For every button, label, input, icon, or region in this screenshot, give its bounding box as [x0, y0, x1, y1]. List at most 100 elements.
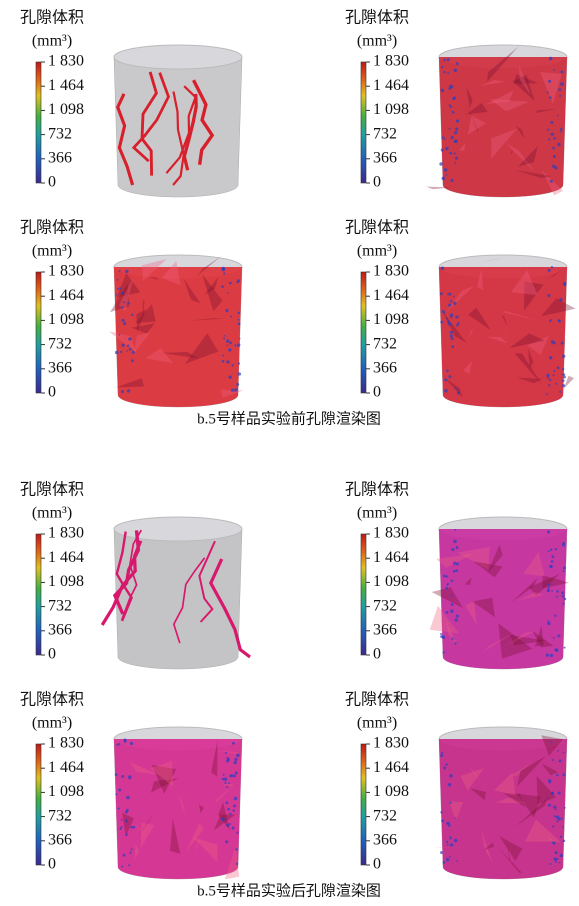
speckle [445, 147, 449, 151]
speckle [554, 548, 556, 550]
speckle [552, 147, 555, 150]
speckle [226, 360, 229, 363]
tick-label: 1 098 [373, 783, 409, 800]
speckle [451, 345, 454, 348]
tick-label: 1 830 [48, 525, 84, 542]
colorbar [36, 272, 41, 393]
speckle [549, 57, 553, 61]
speckle [449, 152, 452, 155]
speckle [554, 648, 557, 651]
speckle [450, 179, 453, 182]
speckle [450, 843, 453, 846]
colorbar [361, 744, 366, 865]
speckle [456, 119, 459, 122]
speckle [548, 269, 551, 272]
speckle [132, 351, 135, 354]
speckle [117, 279, 119, 281]
speckle [560, 71, 563, 74]
speckle [549, 379, 551, 381]
speckle [559, 759, 562, 762]
speckle [447, 58, 450, 61]
speckle [454, 69, 457, 72]
speckle [230, 316, 232, 318]
tick-label: 1 464 [373, 759, 409, 776]
speckle [452, 97, 455, 100]
colorbar-unit: (mm³) [357, 243, 397, 260]
speckle [236, 831, 238, 833]
speckle [443, 861, 446, 864]
speckle [448, 375, 451, 378]
speckle [445, 763, 447, 765]
speckle [126, 350, 128, 352]
speckle [551, 560, 554, 563]
speckle [441, 177, 445, 181]
speckle [118, 807, 120, 809]
tick-label: 1 098 [48, 783, 84, 800]
speckle [558, 319, 560, 321]
speckle [121, 292, 124, 295]
speckle [234, 797, 238, 801]
colorbar-unit: (mm³) [357, 505, 397, 522]
speckle [557, 366, 560, 369]
panel: 孔隙体积(mm³)03667321 0981 4641 830 [20, 9, 242, 197]
tick-label: 732 [373, 597, 397, 614]
speckle [133, 826, 136, 829]
speckle [229, 282, 232, 285]
speckle [232, 742, 235, 745]
colorbar-title: 孔隙体积 [345, 481, 409, 499]
colorbar-unit: (mm³) [32, 33, 72, 50]
speckle [553, 806, 556, 809]
tick-label: 366 [48, 831, 72, 848]
speckle [561, 817, 563, 819]
speckle [556, 820, 558, 822]
colorbar-title: 孔隙体积 [20, 481, 84, 499]
speckle [229, 813, 231, 815]
speckle [557, 750, 559, 752]
speckle [228, 348, 231, 351]
speckle [131, 848, 133, 850]
speckle [121, 390, 124, 393]
speckle [123, 322, 126, 325]
speckle [447, 320, 449, 322]
speckle [446, 822, 449, 825]
tick-label: 1 098 [373, 101, 409, 118]
tick-label: 366 [48, 621, 72, 638]
speckle [441, 819, 444, 822]
speckle [551, 340, 554, 343]
speckle [222, 355, 224, 357]
speckle [441, 752, 443, 754]
colorbar-title: 孔隙体积 [345, 219, 409, 237]
speckle [119, 828, 121, 830]
sample-top [114, 517, 242, 541]
speckle [222, 360, 225, 363]
speckle [125, 833, 128, 836]
speckle [239, 338, 241, 340]
speckle [234, 758, 237, 761]
tick-label: 1 464 [48, 549, 84, 566]
speckle [121, 306, 123, 308]
speckle [444, 71, 446, 73]
speckle [548, 384, 550, 386]
speckle [552, 825, 554, 827]
speckle [238, 319, 240, 321]
tick-label: 1 464 [48, 77, 84, 94]
speckle [129, 851, 131, 853]
tick-label: 732 [373, 807, 397, 824]
speckle [443, 59, 446, 62]
speckle [549, 320, 551, 322]
speckle [232, 827, 235, 830]
tick-label: 366 [48, 149, 72, 166]
speckle [555, 861, 557, 863]
speckle [552, 759, 554, 761]
speckle [456, 562, 459, 565]
speckle [439, 162, 442, 165]
speckle [224, 777, 228, 781]
speckle [116, 744, 118, 746]
speckle [547, 797, 549, 799]
speckle [446, 584, 448, 586]
speckle [223, 338, 225, 340]
speckle [126, 809, 129, 812]
speckle [445, 575, 448, 578]
tick-label: 366 [48, 359, 72, 376]
